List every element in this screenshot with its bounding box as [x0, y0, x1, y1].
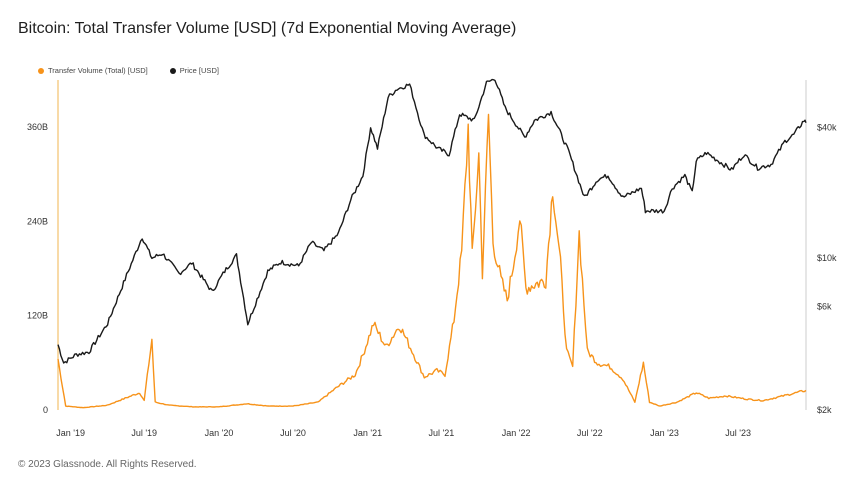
x-tick-label: Jul '19	[131, 428, 157, 438]
x-tick-label: Jan '23	[650, 428, 679, 438]
left-tick-label: 0	[43, 405, 48, 415]
x-tick-label: Jan '19	[56, 428, 85, 438]
right-tick-label: $40k	[817, 122, 837, 132]
legend-label-price: Price [USD]	[179, 66, 219, 75]
legend-item-price[interactable]: Price [USD]	[169, 66, 219, 75]
left-tick-label: 360B	[27, 122, 48, 132]
right-tick-label: $10k	[817, 253, 837, 263]
right-tick-label: $2k	[817, 405, 832, 415]
chart-title: Bitcoin: Total Transfer Volume [USD] (7d…	[18, 20, 517, 37]
x-tick-label: Jul '21	[428, 428, 454, 438]
series-line-price	[57, 78, 807, 364]
legend-label-volume: Transfer Volume (Total) [USD]	[48, 66, 148, 75]
legend: Transfer Volume (Total) [USD] Price [USD…	[38, 66, 219, 75]
left-tick-label: 240B	[27, 216, 48, 226]
x-tick-label: Jan '22	[502, 428, 531, 438]
x-tick-label: Jul '22	[577, 428, 603, 438]
x-tick-label: Jul '20	[280, 428, 306, 438]
legend-swatch-volume	[38, 67, 44, 74]
copyright-footer: © 2023 Glassnode. All Rights Reserved.	[18, 459, 197, 470]
legend-swatch-price	[169, 67, 176, 74]
x-tick-label: Jan '20	[205, 428, 234, 438]
left-tick-label: 120B	[27, 311, 48, 321]
x-tick-label: Jul '23	[725, 428, 751, 438]
series-line-volume	[57, 113, 807, 409]
legend-item-volume[interactable]: Transfer Volume (Total) [USD]	[38, 66, 148, 75]
right-tick-label: $6k	[817, 301, 832, 311]
x-tick-label: Jan '21	[353, 428, 382, 438]
